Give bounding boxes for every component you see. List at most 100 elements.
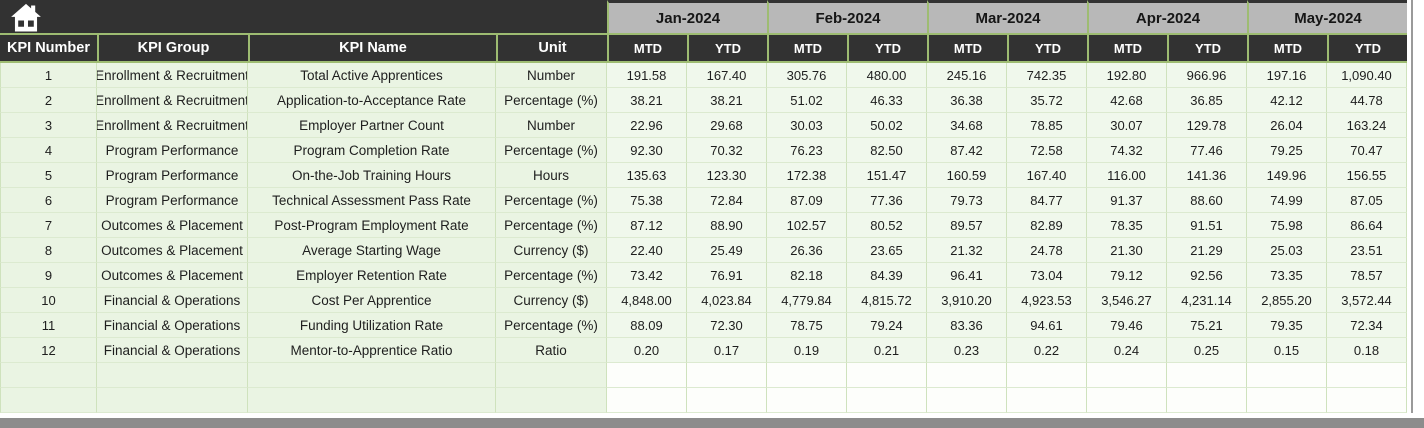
kpi-group-cell[interactable]: Financial & Operations bbox=[97, 288, 248, 313]
kpi-value-cell[interactable]: 79.73 bbox=[927, 188, 1007, 213]
kpi-number-cell[interactable]: 2 bbox=[0, 88, 97, 113]
kpi-name-cell[interactable]: Program Completion Rate bbox=[248, 138, 496, 163]
kpi-value-cell[interactable]: 167.40 bbox=[687, 63, 767, 88]
kpi-value-cell[interactable]: 1,090.40 bbox=[1327, 63, 1407, 88]
kpi-value-cell[interactable]: 82.50 bbox=[847, 138, 927, 163]
month-header-feb[interactable]: Feb-2024 bbox=[767, 0, 927, 35]
kpi-group-cell[interactable]: Enrollment & Recruitment bbox=[97, 63, 248, 88]
empty-cell[interactable] bbox=[1167, 363, 1247, 388]
kpi-name-cell[interactable]: Average Starting Wage bbox=[248, 238, 496, 263]
column-header-kpi-number[interactable]: KPI Number bbox=[0, 35, 97, 63]
column-header-feb-ytd[interactable]: YTD bbox=[847, 35, 927, 63]
kpi-value-cell[interactable]: 46.33 bbox=[847, 88, 927, 113]
kpi-value-cell[interactable]: 88.90 bbox=[687, 213, 767, 238]
kpi-value-cell[interactable]: 70.32 bbox=[687, 138, 767, 163]
kpi-group-cell[interactable]: Outcomes & Placement bbox=[97, 238, 248, 263]
kpi-value-cell[interactable]: 86.64 bbox=[1327, 213, 1407, 238]
kpi-value-cell[interactable]: 34.68 bbox=[927, 113, 1007, 138]
kpi-number-cell[interactable]: 6 bbox=[0, 188, 97, 213]
home-button[interactable] bbox=[0, 0, 607, 35]
column-header-jan-ytd[interactable]: YTD bbox=[687, 35, 767, 63]
kpi-value-cell[interactable]: 89.57 bbox=[927, 213, 1007, 238]
kpi-value-cell[interactable]: 163.24 bbox=[1327, 113, 1407, 138]
kpi-value-cell[interactable]: 72.58 bbox=[1007, 138, 1087, 163]
empty-cell[interactable] bbox=[496, 363, 607, 388]
kpi-group-cell[interactable]: Financial & Operations bbox=[97, 313, 248, 338]
kpi-group-cell[interactable]: Enrollment & Recruitment bbox=[97, 88, 248, 113]
kpi-name-cell[interactable]: Post-Program Employment Rate bbox=[248, 213, 496, 238]
empty-cell[interactable] bbox=[687, 363, 767, 388]
column-header-apr-ytd[interactable]: YTD bbox=[1167, 35, 1247, 63]
kpi-name-cell[interactable]: Technical Assessment Pass Rate bbox=[248, 188, 496, 213]
kpi-value-cell[interactable]: 0.18 bbox=[1327, 338, 1407, 363]
kpi-value-cell[interactable]: 91.51 bbox=[1167, 213, 1247, 238]
kpi-number-cell[interactable]: 3 bbox=[0, 113, 97, 138]
kpi-value-cell[interactable]: 87.12 bbox=[607, 213, 687, 238]
kpi-name-cell[interactable]: Mentor-to-Apprentice Ratio bbox=[248, 338, 496, 363]
kpi-value-cell[interactable]: 36.38 bbox=[927, 88, 1007, 113]
kpi-value-cell[interactable]: 4,023.84 bbox=[687, 288, 767, 313]
kpi-value-cell[interactable]: 149.96 bbox=[1247, 163, 1327, 188]
kpi-value-cell[interactable]: 25.03 bbox=[1247, 238, 1327, 263]
kpi-number-cell[interactable]: 1 bbox=[0, 63, 97, 88]
kpi-value-cell[interactable]: 0.25 bbox=[1167, 338, 1247, 363]
kpi-unit-cell[interactable]: Hours bbox=[496, 163, 607, 188]
kpi-group-cell[interactable]: Outcomes & Placement bbox=[97, 213, 248, 238]
kpi-value-cell[interactable]: 73.04 bbox=[1007, 263, 1087, 288]
kpi-value-cell[interactable]: 87.05 bbox=[1327, 188, 1407, 213]
kpi-name-cell[interactable]: Total Active Apprentices bbox=[248, 63, 496, 88]
kpi-value-cell[interactable]: 88.60 bbox=[1167, 188, 1247, 213]
kpi-number-cell[interactable]: 5 bbox=[0, 163, 97, 188]
kpi-value-cell[interactable]: 42.68 bbox=[1087, 88, 1167, 113]
kpi-value-cell[interactable]: 4,923.53 bbox=[1007, 288, 1087, 313]
kpi-value-cell[interactable]: 4,779.84 bbox=[767, 288, 847, 313]
kpi-group-cell[interactable]: Program Performance bbox=[97, 188, 248, 213]
empty-cell[interactable] bbox=[1007, 363, 1087, 388]
kpi-value-cell[interactable]: 75.21 bbox=[1167, 313, 1247, 338]
empty-cell[interactable] bbox=[1087, 363, 1167, 388]
kpi-value-cell[interactable]: 123.30 bbox=[687, 163, 767, 188]
kpi-value-cell[interactable]: 24.78 bbox=[1007, 238, 1087, 263]
column-header-may-ytd[interactable]: YTD bbox=[1327, 35, 1407, 63]
kpi-unit-cell[interactable]: Percentage (%) bbox=[496, 313, 607, 338]
kpi-value-cell[interactable]: 22.96 bbox=[607, 113, 687, 138]
column-header-may-mtd[interactable]: MTD bbox=[1247, 35, 1327, 63]
kpi-value-cell[interactable]: 78.85 bbox=[1007, 113, 1087, 138]
kpi-value-cell[interactable]: 966.96 bbox=[1167, 63, 1247, 88]
kpi-value-cell[interactable]: 102.57 bbox=[767, 213, 847, 238]
kpi-unit-cell[interactable]: Percentage (%) bbox=[496, 188, 607, 213]
column-header-mar-ytd[interactable]: YTD bbox=[1007, 35, 1087, 63]
kpi-value-cell[interactable]: 87.09 bbox=[767, 188, 847, 213]
empty-cell[interactable] bbox=[1007, 388, 1087, 413]
kpi-value-cell[interactable]: 96.41 bbox=[927, 263, 1007, 288]
month-header-mar[interactable]: Mar-2024 bbox=[927, 0, 1087, 35]
kpi-unit-cell[interactable]: Currency ($) bbox=[496, 288, 607, 313]
kpi-value-cell[interactable]: 3,572.44 bbox=[1327, 288, 1407, 313]
kpi-value-cell[interactable]: 0.23 bbox=[927, 338, 1007, 363]
kpi-value-cell[interactable]: 70.47 bbox=[1327, 138, 1407, 163]
kpi-value-cell[interactable]: 91.37 bbox=[1087, 188, 1167, 213]
kpi-value-cell[interactable]: 141.36 bbox=[1167, 163, 1247, 188]
kpi-value-cell[interactable]: 78.75 bbox=[767, 313, 847, 338]
kpi-group-cell[interactable]: Enrollment & Recruitment bbox=[97, 113, 248, 138]
kpi-group-cell[interactable]: Program Performance bbox=[97, 163, 248, 188]
kpi-group-cell[interactable]: Financial & Operations bbox=[97, 338, 248, 363]
empty-cell[interactable] bbox=[847, 388, 927, 413]
kpi-unit-cell[interactable]: Ratio bbox=[496, 338, 607, 363]
empty-cell[interactable] bbox=[97, 388, 248, 413]
kpi-value-cell[interactable]: 76.23 bbox=[767, 138, 847, 163]
kpi-value-cell[interactable]: 0.19 bbox=[767, 338, 847, 363]
kpi-value-cell[interactable]: 4,231.14 bbox=[1167, 288, 1247, 313]
kpi-value-cell[interactable]: 305.76 bbox=[767, 63, 847, 88]
kpi-value-cell[interactable]: 84.39 bbox=[847, 263, 927, 288]
kpi-value-cell[interactable]: 76.91 bbox=[687, 263, 767, 288]
empty-cell[interactable] bbox=[767, 388, 847, 413]
kpi-value-cell[interactable]: 21.32 bbox=[927, 238, 1007, 263]
kpi-value-cell[interactable]: 77.36 bbox=[847, 188, 927, 213]
kpi-value-cell[interactable]: 51.02 bbox=[767, 88, 847, 113]
kpi-value-cell[interactable]: 29.68 bbox=[687, 113, 767, 138]
empty-cell[interactable] bbox=[927, 363, 1007, 388]
kpi-value-cell[interactable]: 75.98 bbox=[1247, 213, 1327, 238]
kpi-value-cell[interactable]: 75.38 bbox=[607, 188, 687, 213]
empty-cell[interactable] bbox=[927, 388, 1007, 413]
